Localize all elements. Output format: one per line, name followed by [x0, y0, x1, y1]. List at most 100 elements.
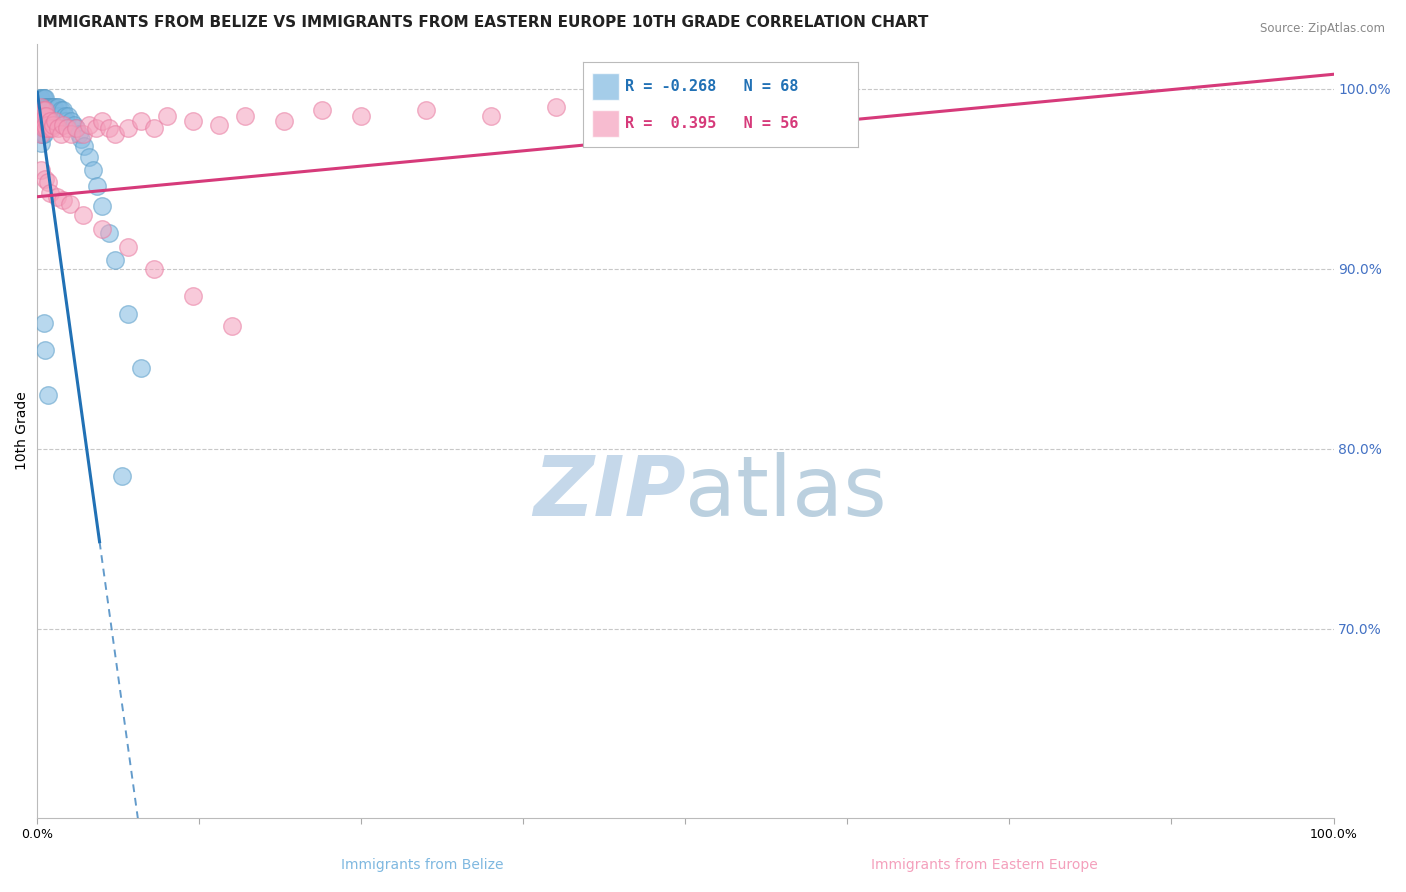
Point [77, 150, 100, 164]
Point [73, 139, 96, 153]
Point [30, 127, 52, 141]
Point [55, 114, 77, 128]
Point [37, 118, 59, 132]
Point [37, 100, 59, 114]
Point [53, 109, 76, 123]
Point [32, 91, 55, 105]
Point [273, 114, 295, 128]
Point [32, 118, 55, 132]
Point [31, 118, 53, 132]
Point [72, 127, 94, 141]
Point [181, 289, 204, 303]
Point [52, 194, 75, 208]
Point [104, 252, 127, 267]
Point [56, 121, 79, 136]
Point [30, 136, 52, 150]
Point [49, 127, 72, 141]
Point [31, 91, 53, 105]
Point [32, 100, 55, 114]
Point [91, 199, 114, 213]
Point [30, 114, 52, 128]
Point [39, 114, 62, 128]
Point [34, 343, 56, 357]
Point [91, 114, 114, 128]
Point [34, 118, 56, 132]
Point [34, 171, 56, 186]
Text: R = -0.268   N = 68: R = -0.268 N = 68 [624, 78, 799, 94]
Point [479, 109, 502, 123]
Point [32, 121, 55, 136]
Point [117, 307, 139, 321]
Point [77, 118, 100, 132]
Point [34, 109, 56, 123]
Point [37, 388, 59, 402]
Point [41, 121, 63, 136]
Point [350, 109, 373, 123]
Point [38, 121, 60, 136]
Point [91, 222, 114, 236]
Point [35, 109, 58, 123]
Point [34, 91, 56, 105]
Point [30, 127, 52, 141]
Point [30, 100, 52, 114]
Text: IMMIGRANTS FROM BELIZE VS IMMIGRANTS FROM EASTERN EUROPE 10TH GRADE CORRELATION : IMMIGRANTS FROM BELIZE VS IMMIGRANTS FRO… [38, 15, 929, 30]
Point [32, 109, 55, 123]
Point [45, 190, 67, 204]
Point [65, 121, 87, 136]
Text: Immigrants from Belize: Immigrants from Belize [340, 858, 503, 872]
Point [37, 175, 59, 189]
Point [35, 121, 58, 136]
Point [41, 100, 63, 114]
Point [52, 118, 75, 132]
Point [65, 121, 87, 136]
Point [609, 85, 631, 99]
Point [41, 109, 63, 123]
Point [52, 103, 75, 118]
Point [49, 103, 72, 118]
Point [42, 109, 65, 123]
Point [181, 114, 204, 128]
Point [143, 261, 166, 276]
Point [60, 114, 83, 128]
Point [44, 109, 66, 123]
Bar [592, 110, 619, 137]
Y-axis label: 10th Grade: 10th Grade [15, 392, 30, 470]
Text: Source: ZipAtlas.com: Source: ZipAtlas.com [1260, 22, 1385, 36]
Point [28, 118, 51, 132]
Point [46, 121, 69, 136]
Point [86, 178, 108, 193]
Point [62, 118, 84, 132]
Point [72, 208, 94, 222]
Text: Immigrants from Eastern Europe: Immigrants from Eastern Europe [870, 858, 1098, 872]
Point [34, 118, 56, 132]
Point [117, 121, 139, 136]
Point [28, 91, 51, 105]
Point [31, 118, 53, 132]
Point [42, 118, 65, 132]
Point [48, 109, 70, 123]
Point [104, 127, 127, 141]
Point [30, 109, 52, 123]
Point [70, 132, 93, 146]
Bar [592, 72, 619, 100]
Point [129, 360, 152, 375]
Point [59, 197, 82, 211]
Point [31, 103, 53, 118]
Point [30, 162, 52, 177]
Point [32, 316, 55, 330]
Point [82, 162, 104, 177]
Point [31, 100, 53, 114]
Point [117, 240, 139, 254]
Point [35, 109, 58, 123]
Point [39, 118, 62, 132]
Point [156, 109, 179, 123]
Point [38, 100, 60, 114]
Point [35, 100, 58, 114]
Point [31, 127, 53, 141]
Point [60, 127, 83, 141]
Point [30, 100, 52, 114]
Point [415, 103, 437, 118]
Point [311, 103, 333, 118]
Point [35, 118, 58, 132]
Point [221, 319, 243, 334]
